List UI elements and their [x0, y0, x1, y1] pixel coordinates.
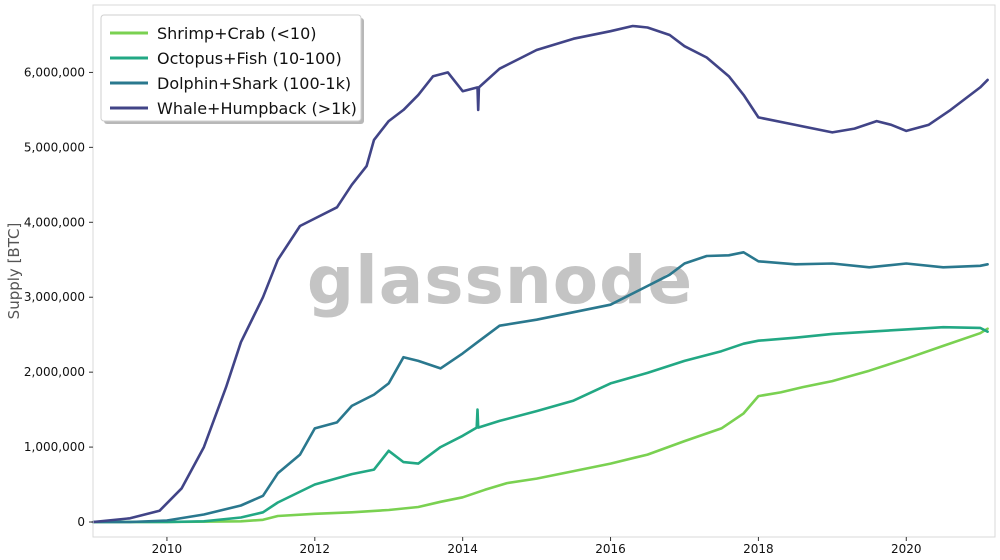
series-line-octopus-fish [91, 325, 989, 524]
legend-label: Octopus+Fish (10-100) [157, 49, 342, 68]
legend-label: Whale+Humpback (>1k) [157, 99, 357, 118]
legend-label: Dolphin+Shark (100-1k) [157, 74, 351, 93]
x-tick-label: 2016 [595, 542, 626, 556]
series-line-whale-humpback [91, 24, 989, 524]
x-tick-label: 2010 [152, 542, 183, 556]
y-tick-label: 6,000,000 [24, 65, 85, 79]
y-tick-label: 2,000,000 [24, 365, 85, 379]
x-tick-label: 2014 [447, 542, 478, 556]
x-tick-label: 2020 [891, 542, 922, 556]
y-tick-label: 3,000,000 [24, 290, 85, 304]
legend-label: Shrimp+Crab (<10) [157, 24, 317, 43]
legend-entries: Shrimp+Crab (<10) Octopus+Fish (10-100) Do… [110, 24, 357, 118]
legend-box [100, 14, 362, 122]
y-axis: 0 1,000,000 2,000,000 3,000,000 4,000,000 5,0… [24, 65, 93, 529]
y-tick-label: 5,000,000 [24, 140, 85, 154]
x-tick-label: 2018 [743, 542, 774, 556]
y-tick-label: 0 [77, 515, 85, 529]
watermark: glassnode [307, 242, 693, 319]
series-line-shrimp-crab [91, 327, 989, 524]
y-tick-label: 4,000,000 [24, 215, 85, 229]
y-axis-title: Supply [BTC] [5, 223, 23, 320]
legend: Shrimp+Crab (<10) Octopus+Fish (10-100) Do… [100, 14, 364, 124]
y-tick-label: 1,000,000 [24, 440, 85, 454]
series-layer [91, 24, 989, 524]
series-line-dolphin-shark [91, 251, 989, 524]
plot-area-frame [92, 4, 996, 538]
x-axis: 2010 2012 2014 2016 2018 2020 [152, 537, 922, 556]
x-tick-label: 2012 [300, 542, 331, 556]
